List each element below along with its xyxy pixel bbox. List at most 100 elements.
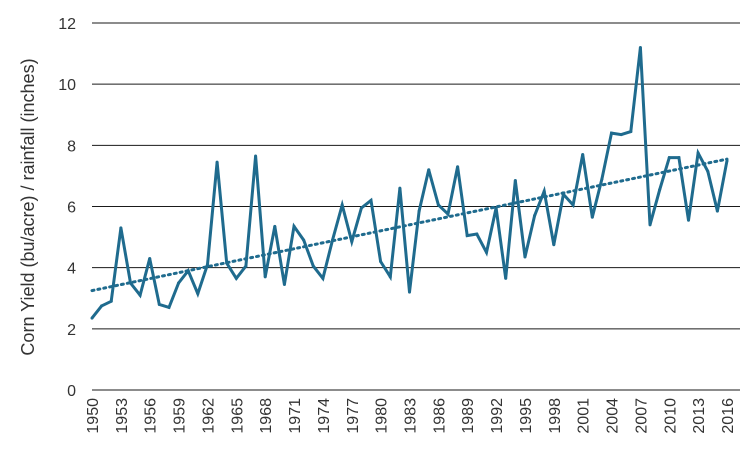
y-axis-label: Corn Yield (bu/acre) / rainfall (inches): [18, 58, 38, 355]
data-point: [215, 160, 219, 164]
x-tick-label: 2013: [691, 398, 708, 434]
x-tick-label: 1962: [200, 398, 217, 434]
y-tick-label: 4: [67, 261, 76, 278]
data-point: [90, 316, 94, 320]
x-tick-label: 1965: [229, 398, 246, 434]
data-point: [417, 209, 421, 213]
data-point: [696, 151, 700, 155]
x-tick-label: 2001: [576, 398, 593, 434]
data-point: [619, 133, 623, 137]
y-tick-label: 0: [67, 383, 76, 400]
data-point: [687, 218, 691, 222]
data-point: [398, 186, 402, 190]
data-point: [436, 203, 440, 207]
data-point: [533, 214, 537, 218]
x-tick-label: 2004: [605, 398, 622, 434]
data-point: [379, 260, 383, 264]
x-tick-label: 2010: [662, 398, 679, 434]
data-point: [234, 276, 238, 280]
data-point: [484, 250, 488, 254]
data-point: [225, 261, 229, 265]
data-point: [542, 189, 546, 193]
data-point: [282, 282, 286, 286]
x-tick-label: 2016: [720, 398, 737, 434]
data-point: [186, 269, 190, 273]
data-point: [254, 154, 258, 158]
y-tick-label: 10: [58, 77, 76, 94]
data-point: [177, 281, 181, 285]
series-group: [90, 47, 729, 320]
x-tick-label: 1986: [431, 398, 448, 434]
data-point: [128, 281, 132, 285]
data-point: [408, 290, 411, 294]
data-point: [677, 156, 681, 160]
data-point: [456, 165, 460, 169]
x-tick-labels: 1950 1953 1956 1959 1962 1965 1968 1971 1974 1977…: [85, 398, 737, 434]
x-tick-label: 1995: [518, 398, 535, 434]
x-tick-label: 1992: [489, 398, 506, 434]
data-point: [331, 238, 335, 242]
data-point: [667, 156, 671, 160]
data-point: [100, 304, 104, 308]
data-point: [119, 226, 123, 230]
y-tick-labels: 0 2 4 6 8 10 12: [58, 16, 76, 400]
data-point: [196, 292, 200, 296]
x-tick-label: 1968: [258, 398, 275, 434]
x-tick-label: 1977: [345, 398, 362, 434]
data-point: [292, 224, 296, 228]
data-point: [302, 238, 306, 242]
y-tick-label: 12: [58, 16, 76, 33]
x-tick-label: 1983: [403, 398, 420, 434]
data-point: [475, 232, 479, 236]
data-point: [571, 203, 575, 207]
data-point: [581, 153, 585, 157]
data-point: [494, 206, 498, 210]
data-point: [590, 215, 594, 219]
data-point: [167, 305, 171, 309]
data-point: [658, 188, 662, 192]
data-point: [504, 276, 508, 280]
data-point: [638, 45, 642, 49]
data-point: [263, 275, 267, 279]
data-point: [359, 206, 363, 210]
data-point: [244, 264, 248, 268]
x-tick-label: 2007: [633, 398, 650, 434]
x-tick-label: 1956: [143, 398, 160, 434]
data-points: [90, 45, 729, 320]
data-point: [369, 198, 373, 202]
data-point: [513, 179, 517, 183]
x-tick-label: 1950: [85, 398, 102, 434]
data-point: [157, 302, 161, 306]
trendline: [90, 157, 729, 293]
x-tick-label: 1959: [172, 398, 189, 434]
data-point: [427, 168, 431, 172]
data-point: [523, 255, 527, 259]
x-tick-label: 1953: [114, 398, 131, 434]
series-line-0: [90, 47, 729, 320]
data-point: [725, 159, 729, 163]
data-point: [715, 209, 719, 213]
data-point: [138, 293, 142, 297]
data-point: [648, 223, 652, 227]
x-tick-label: 1980: [374, 398, 391, 434]
data-point: [552, 243, 556, 247]
data-point: [388, 275, 392, 279]
data-point: [600, 177, 604, 181]
trendline-group: [90, 157, 729, 293]
data-point: [321, 276, 325, 280]
data-point: [350, 240, 354, 244]
y-tick-label: 6: [67, 200, 76, 217]
y-tick-label: 2: [67, 322, 76, 339]
data-point: [706, 169, 710, 173]
x-tick-label: 1971: [287, 398, 304, 434]
x-tick-label: 1974: [316, 398, 333, 434]
data-point: [340, 203, 344, 207]
data-point: [629, 130, 633, 134]
y-tick-label: 8: [67, 138, 76, 155]
data-point: [465, 234, 469, 238]
data-point: [311, 264, 315, 268]
data-point: [148, 256, 152, 260]
x-tick-label: 1998: [547, 398, 564, 434]
data-point: [205, 263, 209, 267]
